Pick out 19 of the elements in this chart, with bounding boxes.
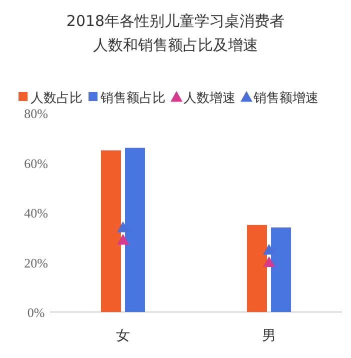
y-tick-label: 60% bbox=[24, 156, 48, 171]
point bbox=[263, 256, 275, 268]
x-tick-label: 女 bbox=[116, 328, 130, 344]
legend-label: 人数增速 bbox=[184, 91, 236, 106]
point bbox=[117, 221, 129, 232]
legend-label: 销售额增速 bbox=[252, 91, 318, 106]
bar bbox=[247, 224, 267, 312]
legend-label: 销售额占比 bbox=[100, 91, 166, 106]
y-tick-label: 0% bbox=[27, 305, 45, 320]
bar bbox=[101, 150, 121, 312]
chart-subtitle: 人数和销售额占比及增速 bbox=[93, 36, 258, 54]
legend-label: 人数占比 bbox=[30, 91, 82, 106]
chart-title: 2018年各性别儿童学习桌消费者 bbox=[66, 12, 285, 30]
x-tick-label: 男 bbox=[262, 328, 276, 344]
point bbox=[117, 234, 129, 245]
point bbox=[263, 244, 275, 255]
y-tick-label: 20% bbox=[24, 255, 48, 270]
y-tick-label: 40% bbox=[24, 206, 48, 220]
y-tick-label: 80% bbox=[24, 106, 48, 121]
